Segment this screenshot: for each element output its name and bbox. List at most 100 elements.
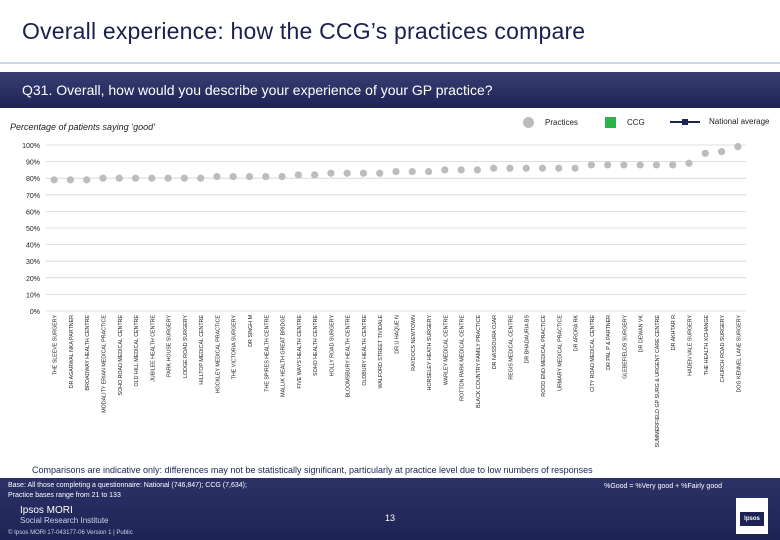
x-tick-label: DR AGARWAL NKA PARTNER: [69, 315, 75, 388]
x-tick-label: DR PAL P & PARTNER: [606, 315, 612, 370]
page-number: 13: [385, 513, 396, 523]
practice-point: [311, 171, 319, 179]
practice-point: [685, 159, 693, 167]
x-tick-label: DOG KENNEL LANE SURGERY: [736, 315, 742, 393]
practice-point: [522, 164, 530, 172]
x-tick-label: HILLTOP MEDICAL CENTRE: [199, 315, 205, 385]
practice-point: [99, 174, 107, 182]
practice-point: [506, 164, 514, 172]
ipsos-mori-logo: Ipsos MORI Social Research Institute: [20, 506, 109, 526]
legend-national-label: National average: [709, 117, 770, 126]
practice-point: [245, 172, 254, 181]
x-tick-label: BROADWAY HEALTH CENTRE: [85, 315, 91, 391]
base-line-2: Practice bases range from 21 to 133: [8, 492, 121, 499]
national-line-icon: [670, 118, 700, 125]
y-tick-label: 10%: [26, 292, 40, 299]
question-text: Q31. Overall, how would you describe you…: [22, 82, 493, 98]
practice-point: [131, 174, 140, 182]
practice-point: [441, 166, 449, 174]
footer: Base: All those completing a questionnai…: [0, 478, 780, 540]
y-tick-label: 90%: [26, 160, 40, 167]
title-bar: Overall experience: how the CCG’s practi…: [0, 0, 780, 64]
x-tick-label: THE HEALTH XCHANGE: [704, 315, 710, 376]
practice-point: [294, 171, 302, 179]
x-tick-label: BLACK COUNTRY FAMILY PRACTICE: [476, 315, 482, 408]
base-line-1: Base: All those completing a questionnai…: [8, 482, 247, 489]
legend-practices-label: Practices: [545, 118, 578, 127]
practice-point: [392, 167, 400, 176]
practice-point: [262, 172, 270, 181]
practice-point: [734, 143, 742, 151]
comparison-note: Comparisons are indicative only: differe…: [32, 465, 593, 475]
practice-point: [604, 161, 612, 169]
x-tick-label: THE VICTORIA SURGERY: [232, 315, 238, 380]
x-tick-label: OLD HILL MEDICAL CENTRE: [134, 315, 140, 387]
legend-practices: Practices: [523, 117, 578, 128]
x-tick-label: CITY ROAD MEDICAL CENTRE: [590, 315, 596, 392]
practice-point: [473, 166, 481, 174]
practice-point: [50, 176, 58, 184]
x-tick-label: JUBILEE HEALTH CENTRE: [150, 315, 156, 382]
practice-dot-icon: [523, 117, 534, 128]
base-text: Base: All those completing a questionnai…: [8, 481, 247, 501]
legend-national: National average: [670, 117, 769, 126]
x-tick-label: HORSELEY HEATH SURGERY: [427, 315, 433, 391]
y-tick-label: 50%: [26, 226, 40, 233]
practice-point: [164, 174, 172, 182]
y-tick-label: 30%: [26, 259, 40, 266]
x-tick-label: ROOD END MEDICAL PRACTICE: [541, 315, 547, 397]
practice-point: [359, 169, 368, 177]
ccg-square-icon: [605, 117, 616, 128]
practice-point: [213, 172, 221, 181]
chart-subtitle: Percentage of patients saying ‘good’: [10, 122, 156, 132]
x-tick-label: THE SPIRES HEALTH CENTRE: [264, 315, 270, 392]
x-tick-label: DR SINGH M: [248, 315, 254, 347]
good-definition: %Good = %Very good + %Fairly good: [604, 483, 722, 490]
practice-point: [229, 172, 237, 181]
x-tick-label: SOHO HEALTH CENTRE: [313, 315, 319, 376]
practice-point: [636, 161, 644, 169]
x-tick-label: LODGE ROAD SURGERY: [183, 315, 189, 378]
legend-ccg-label: CCG: [627, 118, 645, 127]
x-tick-label: DR AKHTAR R: [671, 315, 677, 350]
practice-point: [180, 174, 188, 182]
x-tick-label: HOLLY ROAD SURGERY: [329, 315, 335, 377]
practice-point: [408, 167, 416, 176]
x-tick-label: WALFORD STREET TIVIDALE: [378, 315, 384, 389]
practice-point: [83, 176, 91, 184]
y-tick-label: 80%: [26, 176, 40, 183]
practice-point: [115, 174, 123, 182]
y-tick-label: 60%: [26, 209, 40, 216]
practice-point: [343, 169, 351, 177]
x-tick-label: MODALITY ERIAN MEDICAL PRACTICE: [101, 315, 107, 413]
practice-point: [197, 174, 205, 182]
practice-point: [555, 164, 563, 172]
practice-point: [327, 169, 335, 177]
practice-point: [538, 164, 547, 172]
practice-point: [620, 161, 628, 169]
x-tick-label: SOHO ROAD MEDICAL CENTRE: [118, 315, 124, 396]
practice-point: [457, 166, 465, 174]
x-tick-label: WARLEY MEDICAL CENTRE: [443, 315, 449, 386]
y-tick-label: 40%: [26, 243, 40, 250]
practice-point: [490, 164, 498, 172]
practice-point: [278, 172, 286, 181]
x-tick-label: CHURCH ROAD SURGERY: [720, 315, 726, 383]
practice-point: [376, 169, 384, 177]
x-tick-label: HADEN VALE SURGERY: [688, 315, 694, 376]
x-tick-label: RAYDOCS NEWTOWN: [411, 315, 417, 371]
x-tick-label: FIVE WAYS HEALTH CENTRE: [297, 315, 303, 389]
copyright: © Ipsos MORI 17-043177-06 Version 1 | Pu…: [8, 530, 133, 536]
practice-point: [652, 161, 661, 169]
x-tick-label: REGIS MEDICAL CENTRE: [508, 315, 514, 380]
x-tick-label: DR DEWAN VK: [639, 315, 645, 353]
chart-legend: Practices CCG National average: [520, 117, 780, 131]
y-tick-label: 70%: [26, 193, 40, 200]
x-tick-label: OLDBURY HEALTH CENTRE: [362, 315, 368, 386]
page-title: Overall experience: how the CCG’s practi…: [22, 18, 586, 44]
practice-point: [571, 164, 579, 172]
x-tick-label: DR ARORA RK: [574, 315, 580, 352]
x-tick-label: URMARY MEDICAL PRACTICE: [557, 315, 563, 391]
x-tick-label: GLEBEFIELDS SURGERY: [622, 315, 628, 379]
logo-name: Ipsos MORI: [20, 505, 73, 516]
